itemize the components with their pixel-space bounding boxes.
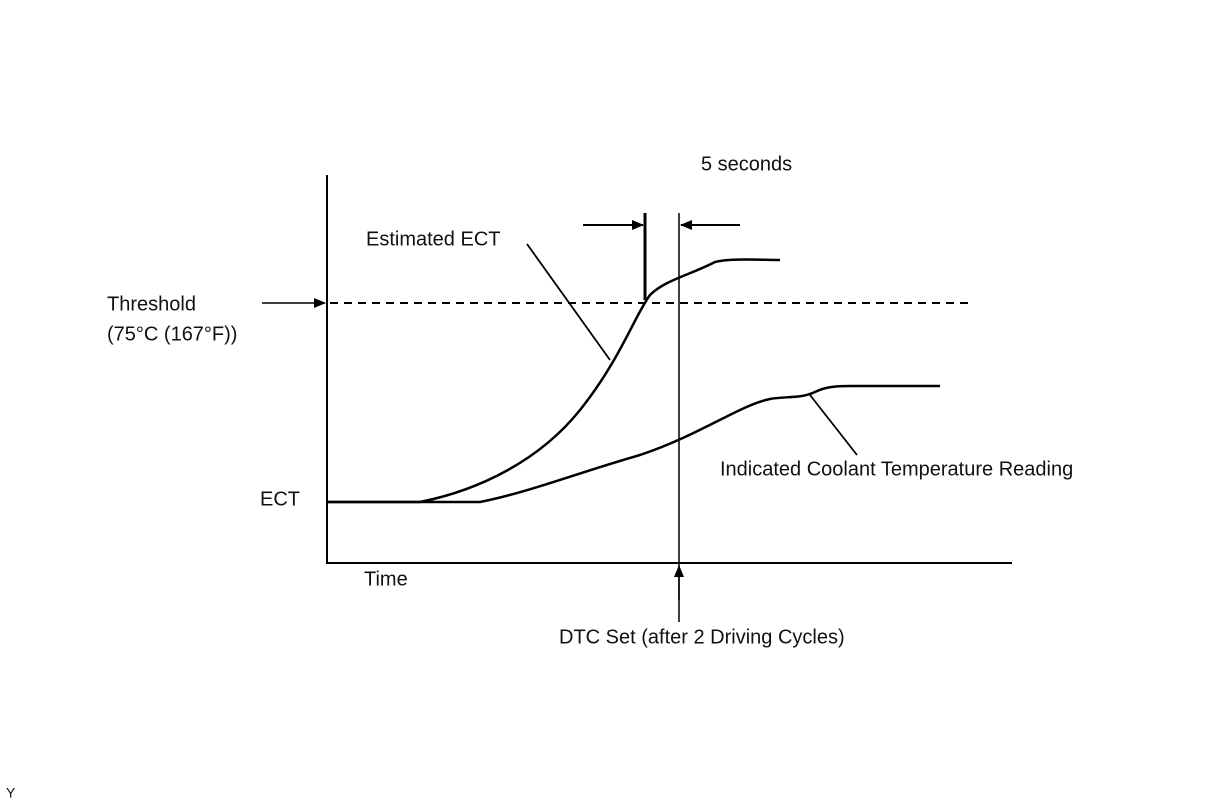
indicated-leader (809, 394, 858, 456)
corner-mark: Y (6, 785, 16, 801)
indicated-curve (328, 384, 940, 504)
estimated-ect-label: Estimated ECT (366, 228, 500, 250)
estimated-ect-leader (526, 243, 611, 361)
threshold-value: (75°C (167°F)) (107, 323, 237, 345)
ect-label: ECT (260, 488, 300, 510)
indicated-label: Indicated Coolant Temperature Reading (720, 458, 1073, 480)
five-seconds-label: 5 seconds (701, 153, 792, 175)
time-label: Time (364, 568, 408, 590)
threshold-label: Threshold (107, 293, 196, 315)
dtc-set-label: DTC Set (after 2 Driving Cycles) (559, 626, 845, 648)
estimated-ect-curve (328, 258, 781, 504)
